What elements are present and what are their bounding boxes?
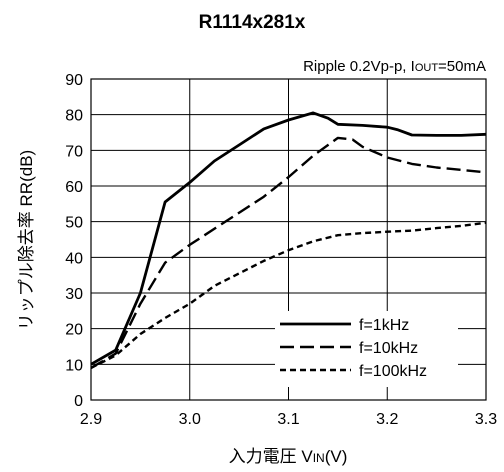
y-tick-label: 40 [65, 250, 83, 267]
legend-label: f=100kHz [359, 363, 427, 380]
legend-label: f=10kHz [359, 340, 418, 357]
x-tick-label: 3.1 [277, 411, 299, 428]
series-line-f-100khz [90, 221, 487, 369]
y-tick-label: 70 [65, 143, 83, 160]
y-axis-label: リップル除去率 RR(dB) [17, 150, 36, 330]
y-tick-label: 20 [65, 322, 83, 339]
x-tick-label: 3.2 [376, 411, 398, 428]
tick-labels: 0 10 20 30 40 50 60 70 80 90 2.9 3.0 3.1 3.2 3.3 [65, 72, 497, 428]
y-tick-label: 30 [65, 286, 83, 303]
y-tick-label: 0 [74, 393, 83, 410]
y-tick-label: 60 [65, 179, 83, 196]
x-tick-label: 3.0 [179, 411, 201, 428]
y-tick-label: 80 [65, 108, 83, 125]
chart-title: R1114x281x [199, 12, 306, 33]
y-tick-label: 10 [65, 357, 83, 374]
plot-frame [90, 78, 487, 401]
series-lines [90, 111, 487, 369]
y-tick-label: 90 [65, 72, 83, 89]
x-tick-label: 2.9 [80, 411, 102, 428]
legend-label: f=1kHz [359, 317, 409, 334]
x-tick-label: 3.3 [475, 411, 497, 428]
series-line-f-10khz [90, 136, 487, 369]
series-line-f-1khz [90, 111, 487, 366]
test-condition: Ripple 0.2Vp-p, IOUT=50mA [303, 58, 486, 75]
x-axis-label: 入力電圧 VIN(V) [229, 447, 348, 466]
legend: f=1kHz f=10kHz f=100kHz [275, 311, 458, 387]
y-tick-label: 50 [65, 215, 83, 232]
